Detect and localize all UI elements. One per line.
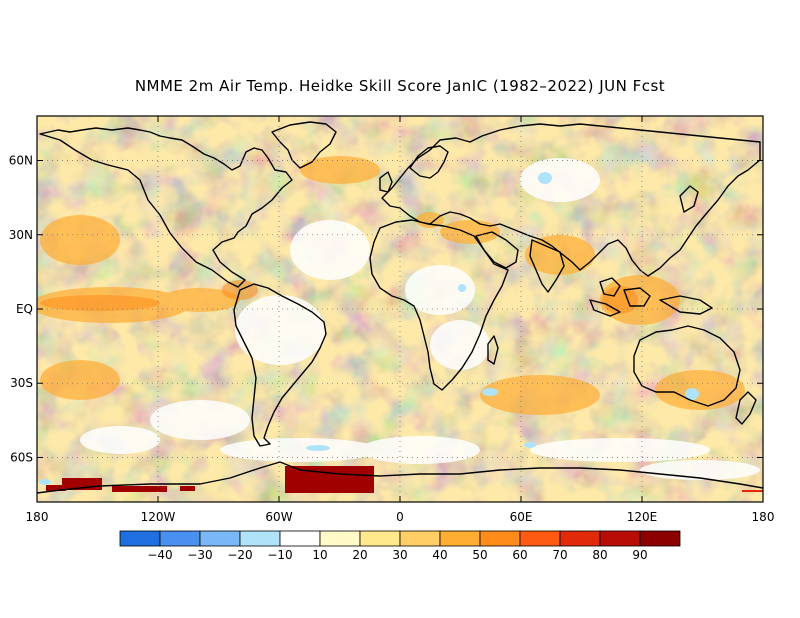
colorbar-label: 70 [552,548,567,562]
lon-tick-label: 120E [627,510,658,524]
colorbar-label: 60 [512,548,527,562]
colorbar-swatch [399,530,441,547]
lon-tick-label: 60W [265,510,292,524]
graticule [37,116,763,502]
longitude-axis: 180 120W 60W 0 60E 120E 180 [26,116,775,524]
colorbar-swatch [119,530,161,547]
colorbar-swatch [279,530,321,547]
latitude-axis: 60N 30N EQ 30S 60S [9,154,763,464]
colorbar-swatch [199,530,241,547]
colorbar-label: 40 [432,548,447,562]
colorbar-label: −10 [267,548,292,562]
colorbar-label: −40 [147,548,172,562]
lon-tick-label: 60E [510,510,533,524]
colorbar-swatch [319,530,361,547]
colorbar-label: 10 [312,548,327,562]
colorbar-label: 20 [352,548,367,562]
colorbar-swatch [239,530,281,547]
colorbar-label: 50 [472,548,487,562]
colorbar: −40 −30 −20 −10 10 20 30 40 50 60 70 80 90 [119,530,681,562]
colorbar-swatch [559,530,601,547]
lat-tick-label: 30S [10,376,33,390]
skill-field [37,116,763,502]
colorbar-label: −20 [227,548,252,562]
colorbar-swatch [519,530,561,547]
colorbar-swatch [359,530,401,547]
colorbar-swatch [639,530,681,547]
lon-tick-label: 120W [141,510,176,524]
lat-tick-label: 30N [9,228,33,242]
lon-tick-label: 180 [26,510,49,524]
page-title: NMME 2m Air Temp. Heidke Skill Score Jan… [134,77,666,95]
colorbar-label: 80 [592,548,607,562]
lon-tick-label: 180 [752,510,775,524]
colorbar-label: 90 [632,548,647,562]
colorbar-swatch [599,530,641,547]
lat-tick-label: 60N [9,154,33,168]
colorbar-swatch [479,530,521,547]
colorbar-swatch [159,530,201,547]
colorbar-swatch [439,530,481,547]
colorbar-label: −30 [187,548,212,562]
coastlines [37,121,763,494]
lon-tick-label: 0 [396,510,404,524]
lat-tick-label: 60S [10,450,33,464]
colorbar-label: 30 [392,548,407,562]
lat-tick-label: EQ [16,302,33,316]
